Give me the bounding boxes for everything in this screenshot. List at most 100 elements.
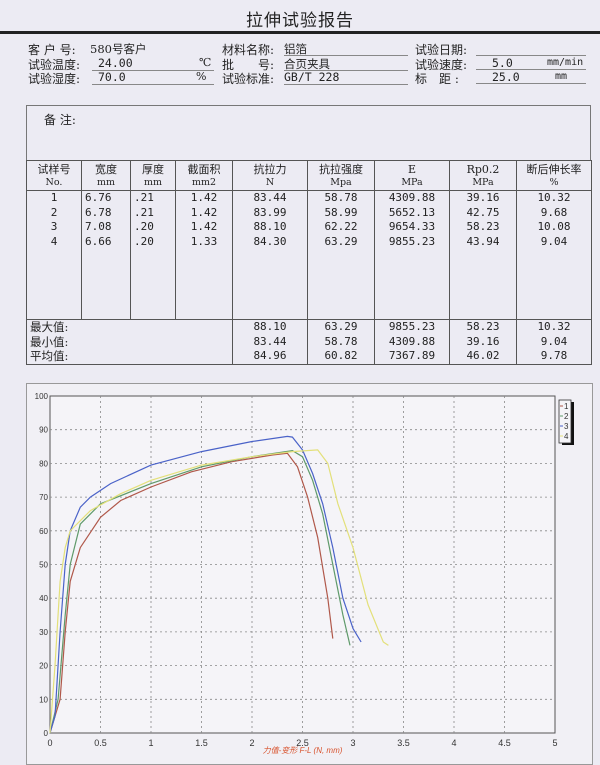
table-cell: 9.68: [516, 205, 592, 220]
y-tick-label: 90: [39, 426, 48, 435]
stat-value: 84.96: [232, 349, 308, 365]
column-unit: MPa: [401, 177, 423, 188]
title-divider: [0, 31, 600, 34]
gauge-label: 标 距 :: [415, 72, 459, 86]
column-name: 抗拉力: [253, 163, 287, 176]
table-cell: 39.16: [449, 190, 517, 206]
x-tick-label: 4.5: [498, 738, 511, 748]
legend-entry: 1: [564, 402, 569, 411]
report-title: 拉伸试验报告: [246, 11, 354, 31]
stat-label: 最小值:: [26, 334, 82, 349]
table-cell: 1.42: [175, 205, 233, 220]
x-tick-label: 1: [148, 738, 153, 748]
results-table: 试样号 No. 宽度 mm 厚度 mm 截面积 mm2 抗拉力 N 抗拉强度 Mpa E MPa Rp0.2…: [26, 160, 592, 365]
stat-value: 58.23: [449, 319, 517, 335]
y-tick-label: 100: [35, 392, 49, 401]
x-tick-label: 3.5: [397, 738, 410, 748]
material-label: 材料名称:: [222, 43, 275, 57]
y-tick-label: 40: [39, 594, 48, 603]
table-row: 4 6.66.20 1.33 84.30 63.29 9855.23 43.94 9.04: [26, 234, 592, 249]
y-tick-label: 30: [39, 628, 48, 637]
table-cell: 7.08: [81, 220, 131, 235]
y-tick-label: 0: [44, 729, 49, 738]
temp-label: 试验温度:: [28, 58, 81, 72]
humidity-unit: %: [196, 70, 207, 83]
table-cell: .20: [130, 220, 176, 235]
series-line-4: [49, 449, 389, 734]
column-unit: MPa: [472, 177, 494, 188]
temp-value: 24.00: [92, 56, 214, 71]
legend-entry: 4: [564, 432, 569, 441]
table-cell: .21: [130, 190, 176, 206]
stat-value: 10.32: [516, 319, 592, 335]
table-header-row: 试样号 No. 宽度 mm 厚度 mm 截面积 mm2 抗拉力 N 抗拉强度 Mpa E MPa Rp0.2…: [26, 160, 592, 191]
x-tick-label: 0: [47, 738, 52, 748]
column-header: 截面积 mm2: [175, 160, 233, 191]
stat-label: 平均值:: [26, 349, 82, 365]
table-blank-row: [26, 249, 592, 320]
date-label: 试验日期:: [415, 43, 468, 57]
table-cell: 9654.33: [374, 220, 450, 235]
legend-entry: 3: [564, 422, 569, 431]
column-name: 抗拉强度: [319, 163, 363, 176]
material-value: 铝箔: [284, 41, 408, 56]
x-tick-label: 0.5: [94, 738, 107, 748]
humidity-label: 试验湿度:: [28, 72, 81, 86]
stat-value: 58.78: [307, 334, 375, 349]
customer-label: 客 户 号:: [28, 43, 76, 57]
stat-row: 最小值: 83.44 58.78 4309.88 39.16 9.04: [26, 334, 592, 349]
column-name: 截面积: [187, 163, 221, 176]
stat-value: 46.02: [449, 349, 517, 365]
stat-row: 平均值: 84.96 60.82 7367.89 46.02 9.78: [26, 349, 592, 365]
x-tick-label: 4: [451, 738, 456, 748]
stat-label: 最大值:: [26, 319, 82, 335]
column-unit: %: [549, 177, 559, 188]
x-tick-label: 3: [350, 738, 355, 748]
x-tick-label: 2.5: [296, 738, 309, 748]
y-tick-label: 60: [39, 527, 48, 536]
stat-value: 60.82: [307, 349, 375, 365]
stat-value: 9855.23: [374, 319, 450, 335]
table-cell: 9.04: [516, 234, 592, 249]
y-tick-label: 20: [39, 662, 48, 671]
table-cell: 10.32: [516, 190, 592, 206]
remarks-label: 备 注:: [44, 113, 76, 127]
x-tick-label: 5: [552, 738, 557, 748]
stat-row: 最大值: 88.10 63.29 9855.23 58.23 10.32: [26, 319, 592, 335]
table-row: 3 7.08.20 1.42 88.10 62.22 9654.33 58.23 10.08: [26, 220, 592, 235]
table-cell: 1.33: [175, 234, 233, 249]
stat-value: 88.10: [232, 319, 308, 335]
legend-entry: 2: [564, 412, 569, 421]
table-cell: 58.99: [307, 205, 375, 220]
table-cell: 5652.13: [374, 205, 450, 220]
date-value: [476, 41, 586, 56]
table-cell: 88.10: [232, 220, 308, 235]
speed-value: 5.0: [476, 56, 586, 70]
table-cell: 10.08: [516, 220, 592, 235]
y-tick-label: 80: [39, 459, 48, 468]
column-header: 抗拉强度 Mpa: [307, 160, 375, 191]
column-header: 宽度 mm: [81, 160, 131, 191]
speed-label: 试验速度:: [415, 58, 468, 72]
table-cell: 58.78: [307, 190, 375, 206]
table-cell: 1.42: [175, 190, 233, 206]
table-cell: 6.66: [81, 234, 131, 249]
column-unit: mm: [143, 177, 163, 188]
column-header: Rp0.2 MPa: [449, 160, 517, 191]
batch-label: 批 号:: [222, 58, 275, 72]
humidity-value: 70.0: [92, 70, 214, 85]
column-header: 厚度 mm: [130, 160, 176, 191]
batch-value: 合页夹具: [284, 56, 408, 71]
y-tick-label: 10: [39, 695, 48, 704]
column-unit: mm2: [191, 177, 217, 188]
column-name: E: [407, 163, 417, 176]
gauge-value: 25.0: [476, 70, 586, 84]
standard-label: 试验标准:: [222, 72, 275, 86]
stat-value: 4309.88: [374, 334, 450, 349]
stat-value: 9.78: [516, 349, 592, 365]
legend-box: [558, 399, 572, 444]
table-cell: 42.75: [449, 205, 517, 220]
table-row: 1 6.76.21 1.42 83.44 58.78 4309.88 39.16 10.32: [26, 190, 592, 206]
column-name: 宽度: [95, 163, 117, 176]
column-header: 断后伸长率%: [516, 160, 592, 191]
